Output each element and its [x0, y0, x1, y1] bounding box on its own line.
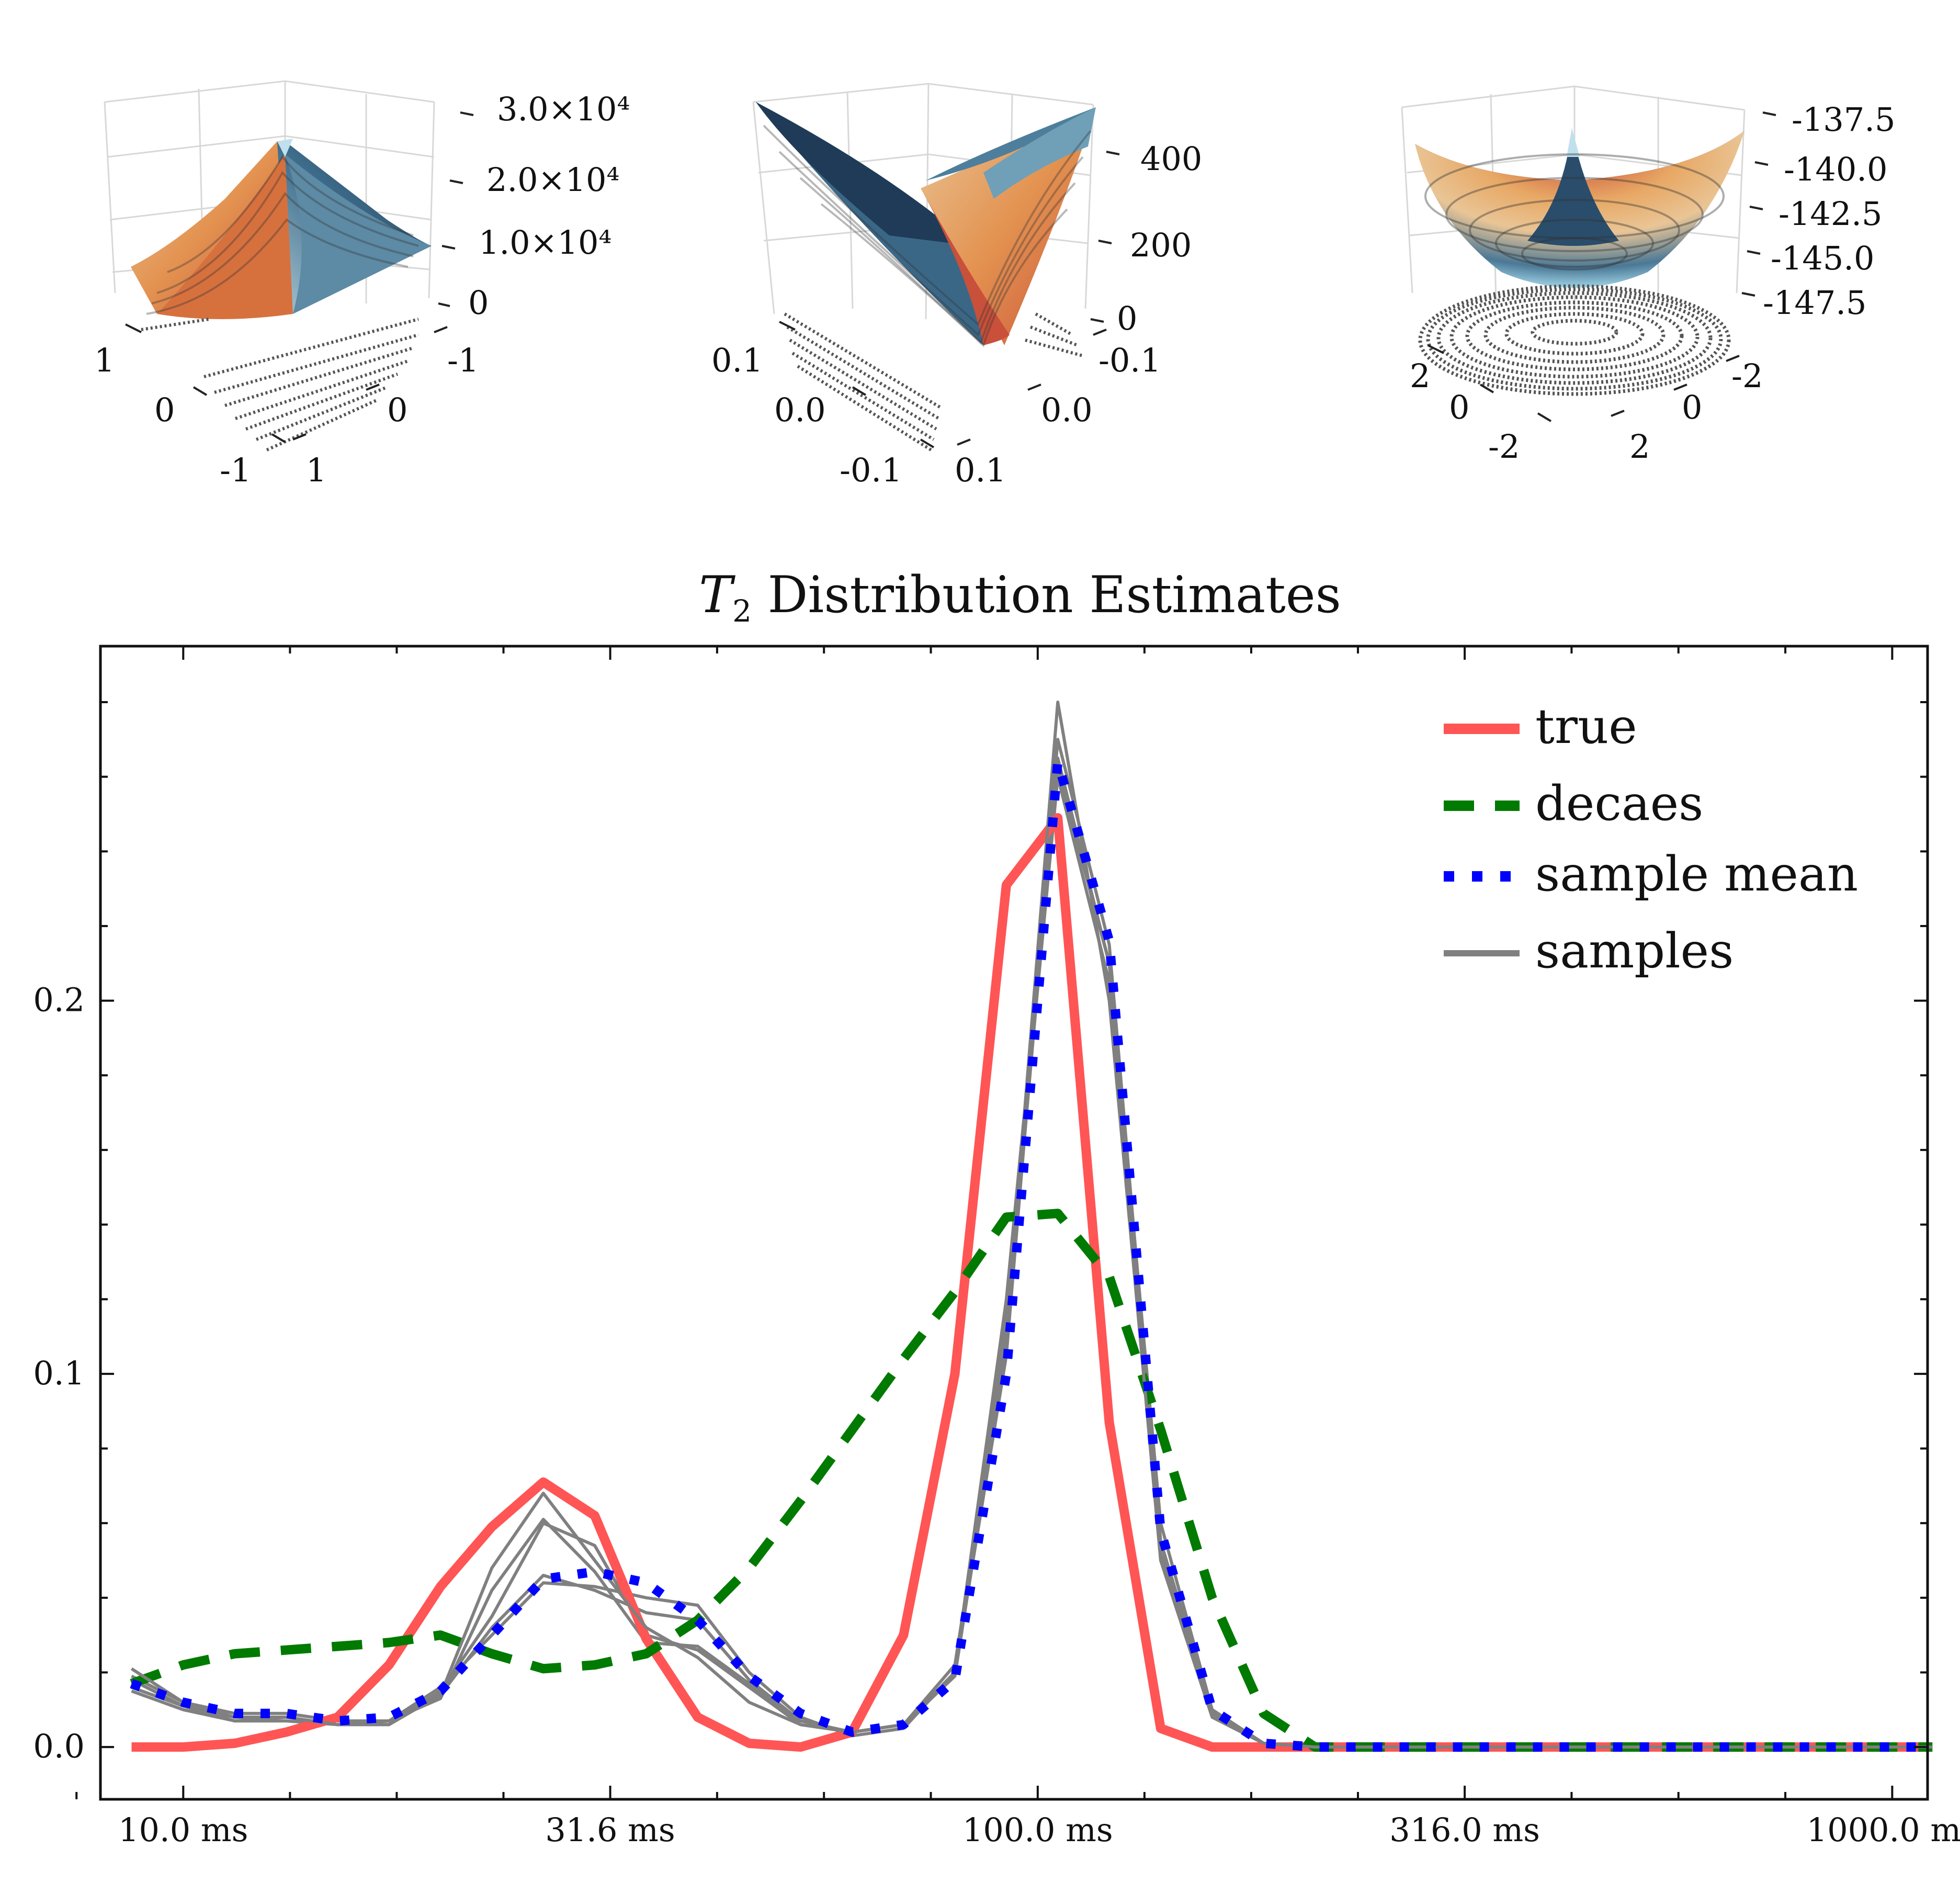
panel-3-ytick-labels: -2 0 2	[1629, 357, 1763, 466]
panel-2-ytick-2: 0.1	[955, 451, 1006, 489]
x-tick-label: 10.0 ms	[118, 1811, 248, 1849]
panel-3-ytick-2: 2	[1629, 427, 1650, 466]
legend-label-sample-mean: sample mean	[1535, 846, 1858, 902]
panel-3-ytick-0: -2	[1731, 357, 1763, 395]
chart-title: T2 Distribution Estimates	[699, 566, 1341, 629]
series-samples-line-5	[131, 757, 1933, 1749]
panel-3-ztick-2: -142.5	[1778, 195, 1882, 233]
panel-1-ztick-3: 0	[468, 284, 489, 322]
panel-2-ztick-labels: 400 200 0	[1117, 140, 1202, 337]
panel-2-xtick-labels: 0.1 0.0 -0.1	[711, 341, 902, 489]
panel-1-ytick-1: 0	[387, 391, 407, 429]
panel-2-ytick-0: -0.1	[1098, 341, 1161, 379]
x-tick-label: 1000.0 ms	[1807, 1811, 1960, 1849]
series-decaes-line	[130, 1209, 1933, 1752]
panel-1-axis-ticks	[125, 111, 474, 443]
line-chart: T2 Distribution Estimates 0.0 0.1 0.2 10.0…	[33, 566, 1960, 1849]
panel-3-ztick-0: -137.5	[1792, 100, 1895, 139]
series-sample-mean-line	[130, 757, 1933, 1752]
panel-3-ztick-labels: -137.5 -140.0 -142.5 -145.0 -147.5	[1763, 100, 1895, 322]
y-axis-ticks: 0.0 0.1 0.2	[33, 701, 1928, 1765]
panel-2-ytick-1: 0.0	[1041, 391, 1093, 429]
chart-title-sub: 2	[732, 593, 752, 629]
x-tick-label: 31.6 ms	[545, 1811, 675, 1849]
panel-2-axis-ticks	[779, 151, 1120, 448]
panel-2-ztick-0: 400	[1140, 140, 1202, 178]
panel-3-surface	[1415, 128, 1744, 288]
panel-3-ytick-1: 0	[1682, 388, 1702, 426]
panel-2-surface	[756, 102, 1096, 347]
panel-2-ztick-1: 200	[1130, 226, 1192, 264]
panel-3-ztick-3: -145.0	[1771, 239, 1874, 277]
x-tick-label: 100.0 ms	[962, 1811, 1113, 1849]
chart-title-main: T	[699, 566, 735, 624]
panel-3-ztick-4: -147.5	[1763, 284, 1866, 322]
panel-1-ytick-2: 1	[306, 451, 326, 489]
legend: true decaes sample mean samples	[1444, 698, 1858, 979]
panel-1-ytick-0: -1	[447, 341, 479, 379]
panel-2-floor-contours	[784, 312, 1083, 452]
legend-label-true: true	[1535, 698, 1637, 754]
panel-3-axis-ticks	[1427, 111, 1776, 422]
panel-2-ytick-labels: -0.1 0.0 0.1	[955, 341, 1161, 489]
panel-3-ztick-1: -140.0	[1784, 150, 1887, 188]
panel-3-floor-contours	[1418, 284, 1731, 396]
plot-lines	[130, 701, 1933, 1752]
x-axis-ticks: 10.0 ms 31.6 ms 100.0 ms 316.0 ms 1000.0 ms	[75, 646, 1960, 1849]
panel-1-xtick-1: 0	[154, 391, 175, 429]
panel-1-ztick-0: 3.0×10⁴	[497, 90, 630, 128]
panel-2-xtick-1: 0.0	[774, 391, 826, 429]
chart-title-rest: Distribution Estimates	[752, 566, 1341, 624]
surface-panel-1: 3.0×10⁴ 2.0×10⁴ 1.0×10⁴ 0 1 0 -1 -1 0 1	[94, 80, 630, 489]
legend-label-samples: samples	[1535, 923, 1734, 979]
panel-1-xtick-2: -1	[220, 451, 251, 489]
y-tick-label: 0.2	[33, 981, 85, 1019]
panel-1-ztick-labels: 3.0×10⁴ 2.0×10⁴ 1.0×10⁴ 0	[468, 90, 630, 322]
surface-panel-2: 400 200 0 0.1 0.0 -0.1 -0.1 0.0 0.1	[711, 83, 1202, 489]
panel-3-xtick-labels: 2 0 -2	[1410, 357, 1520, 466]
legend-label-decaes: decaes	[1535, 775, 1703, 831]
panel-3-xtick-2: -2	[1488, 427, 1520, 466]
surface-panel-3: -137.5 -140.0 -142.5 -145.0 -147.5 2 0 -…	[1401, 85, 1895, 466]
y-tick-label: 0.1	[33, 1354, 85, 1392]
panel-1-ytick-labels: -1 0 1	[306, 341, 479, 489]
panel-1-ztick-2: 1.0×10⁴	[479, 223, 611, 262]
panel-2-xtick-0: 0.1	[711, 341, 763, 379]
y-tick-label: 0.0	[33, 1727, 85, 1765]
panel-1-xtick-labels: 1 0 -1	[94, 341, 251, 489]
panel-1-surface	[131, 139, 432, 319]
plot-frame	[99, 645, 1929, 1801]
panel-3-xtick-1: 0	[1449, 388, 1469, 426]
panel-3-xtick-0: 2	[1410, 357, 1430, 395]
panel-1-xtick-0: 1	[94, 341, 115, 379]
panel-2-ztick-2: 0	[1117, 299, 1137, 337]
series-samples-line-3	[131, 775, 1933, 1749]
panel-2-xtick-2: -0.1	[840, 451, 902, 489]
series-samples-line-2	[131, 768, 1933, 1749]
series-samples-line	[130, 701, 1933, 1749]
x-tick-label: 316.0 ms	[1389, 1811, 1540, 1849]
panel-1-ztick-1: 2.0×10⁴	[486, 161, 619, 199]
